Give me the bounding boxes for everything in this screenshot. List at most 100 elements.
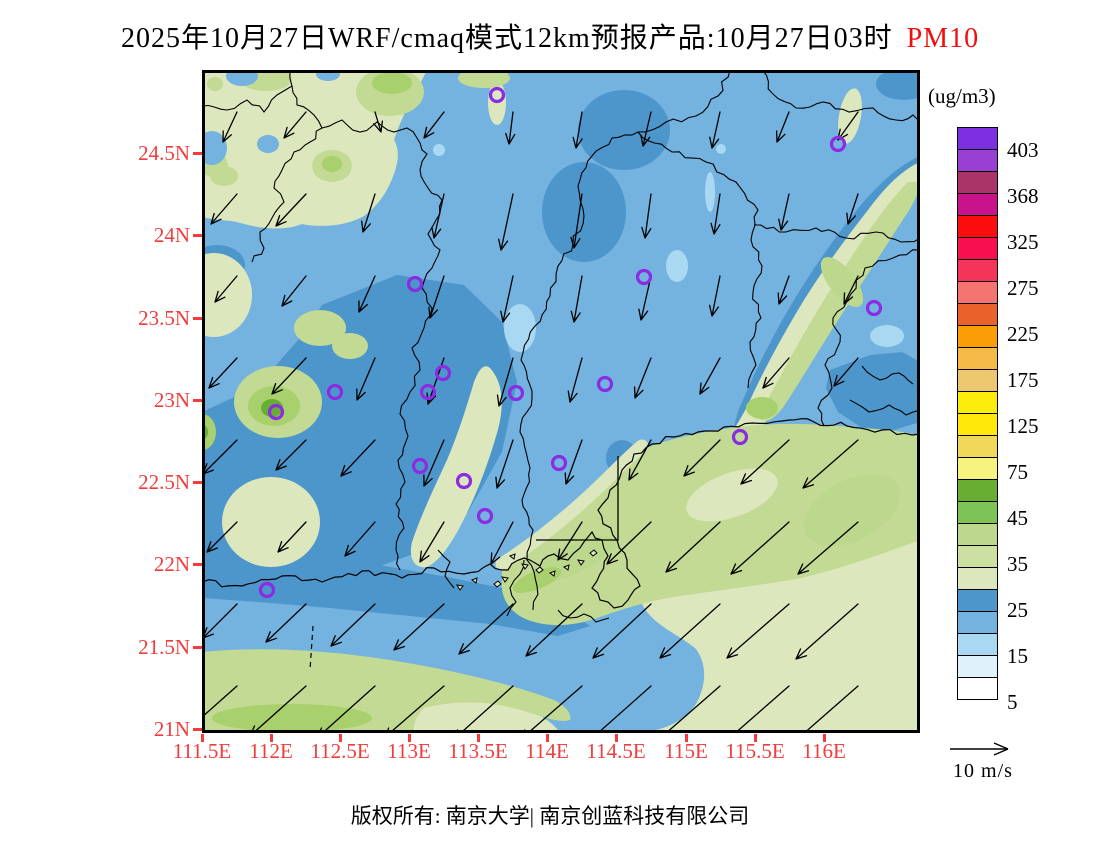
colorbar-tick-label: 75 [1007, 460, 1028, 484]
contour-sage-nw-2 [207, 77, 223, 91]
wind-arrow [356, 357, 376, 401]
station-marker [419, 383, 437, 401]
colorbar-tick-label: 125 [1007, 414, 1039, 438]
contour-lightblue-1 [666, 250, 688, 282]
island-shape [470, 577, 478, 584]
boundary-line [637, 131, 763, 389]
lat-tick [193, 399, 202, 402]
lon-axis-label: 112E [249, 739, 293, 763]
wind-arrow [570, 193, 583, 249]
colorbar-unit-label: (ug/m3) [928, 84, 996, 108]
contour-beige-west-oval [222, 477, 320, 567]
colorbar-cell [957, 281, 998, 304]
contour-brightgreen-coast [512, 567, 562, 593]
wind-arrow [525, 603, 583, 657]
colorbar-tick-label: 225 [1007, 322, 1039, 346]
island-shape [508, 553, 516, 560]
wind-arrow [393, 603, 445, 651]
boundary-line [761, 69, 921, 123]
island-shape [589, 549, 598, 557]
colorbar-cell [957, 501, 998, 524]
lon-tick [754, 734, 757, 742]
colorbar-cell [957, 193, 998, 216]
contour-green-se-patch [803, 473, 901, 547]
contour-lightblue-5 [716, 144, 726, 154]
island-shape [577, 559, 585, 566]
wind-arrow [222, 111, 238, 143]
wind-arrow [340, 439, 376, 477]
copyright-footer: 版权所有: 南京大学| 南京创蓝科技有限公司 [350, 804, 750, 828]
wind-arrow [275, 193, 307, 227]
station-marker [267, 403, 285, 421]
wind-arrow [458, 603, 514, 655]
wind-arrow [628, 439, 652, 481]
boundary-line [557, 609, 610, 623]
colorbar-cell [957, 523, 998, 546]
station-marker [326, 383, 344, 401]
wind-reference-arrow [950, 742, 1009, 756]
wind-arrow [344, 521, 376, 557]
wind-arrow [778, 193, 790, 231]
contour-darkblue-north-2 [542, 162, 626, 262]
contour-darkblue-se [826, 352, 920, 430]
colorbar-tick-label: 5 [1007, 690, 1018, 714]
colorbar-cell [957, 325, 998, 348]
wind-arrow [606, 521, 652, 565]
wind-arrow [265, 603, 307, 643]
boundary-line [849, 399, 921, 416]
map-canvas [176, 66, 932, 743]
colorbar-cell [957, 479, 998, 502]
wind-arrow [640, 111, 652, 147]
station-marker [258, 581, 276, 599]
wind-arrow [271, 357, 307, 395]
colorbar-cell [957, 413, 998, 436]
lon-axis-label: 112.5E [310, 739, 370, 763]
wind-arrow [572, 111, 583, 149]
wind-arrow [846, 193, 859, 225]
lon-axis-label: 115E [664, 739, 708, 763]
wind-arrow [762, 357, 790, 389]
colorbar-tick-label: 325 [1007, 230, 1039, 254]
lat-tick [193, 481, 202, 484]
colorbar-cell [957, 347, 998, 370]
contour-sage-ne-band-inner [758, 182, 920, 421]
colorbar-cell [957, 677, 998, 700]
wind-arrow [423, 439, 445, 487]
colorbar-tick-label: 45 [1007, 506, 1028, 530]
island-shape [535, 566, 544, 574]
lon-axis-label: 111.5E [172, 739, 232, 763]
colorbar-cell [957, 127, 998, 150]
contour-beige-delta-corridor [410, 366, 502, 568]
island-shape [548, 570, 556, 577]
lat-axis-label: 21.5N [138, 635, 190, 659]
lon-tick [685, 734, 688, 742]
colorbar-tick-label: 35 [1007, 552, 1028, 576]
island-shape [562, 564, 570, 571]
lon-axis-label: 114E [525, 739, 569, 763]
lon-axis-label: 115.5E [725, 739, 785, 763]
wind-arrow [505, 111, 516, 145]
wind-arrow [208, 357, 238, 389]
wind-arrow [419, 521, 445, 563]
wind-arrow [361, 193, 376, 233]
wind-arrow [665, 521, 721, 573]
colorbar-cell [957, 633, 998, 656]
colorbar-tick-label: 275 [1007, 276, 1039, 300]
wind-arrow [777, 275, 790, 305]
station-marker [488, 86, 506, 104]
delta-highlight-box [536, 456, 619, 541]
lat-axis-label: 22N [153, 552, 190, 576]
colorbar-cell [957, 259, 998, 282]
contour-brightgreen-nw [372, 72, 412, 94]
lon-tick [339, 734, 342, 742]
contour-lightblue-2 [705, 172, 715, 212]
lon-axis-label: 114.5E [586, 739, 646, 763]
title-text: 2025年10月27日WRF/cmaq模式12km预报产品:10月27日03时 [120, 23, 893, 54]
boundary-line [754, 224, 921, 243]
dashed-boundary [309, 625, 314, 671]
lat-tick [193, 152, 202, 155]
wind-arrow [833, 357, 859, 387]
wind-arrow [283, 111, 307, 139]
colorbar [957, 127, 998, 700]
